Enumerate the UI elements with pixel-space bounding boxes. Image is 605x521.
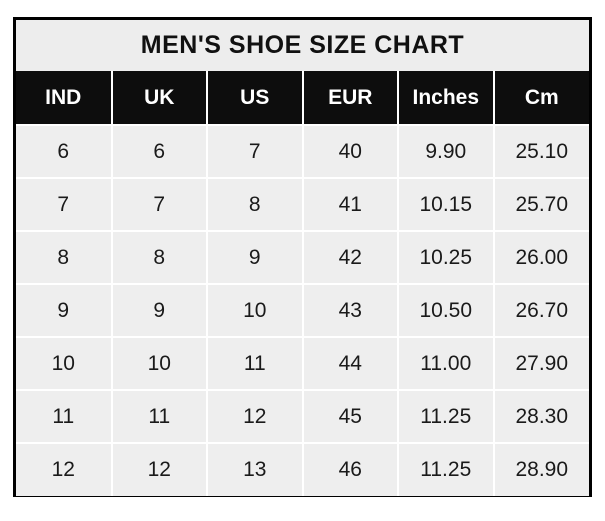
- table-cell-eur: 42: [301, 230, 399, 285]
- table-cell-us: 7: [206, 124, 304, 179]
- table-cell-cm: 26.70: [492, 283, 589, 338]
- column-header-ind: IND: [16, 71, 112, 125]
- table-row: 9 9 10 43 10.50 26.70: [16, 283, 589, 338]
- table-cell-us: 12: [206, 389, 304, 444]
- column-header-us: US: [206, 71, 303, 125]
- table-cell-cm: 25.10: [492, 124, 589, 179]
- table-cell-inches: 11.25: [397, 442, 495, 496]
- table-cell-eur: 43: [301, 283, 399, 338]
- table-cell-inches: 11.00: [397, 336, 495, 391]
- table-cell-uk: 10: [110, 336, 208, 391]
- table-cell-us: 8: [206, 177, 304, 232]
- table-cell-cm: 28.90: [492, 442, 589, 496]
- table-cell-ind: 6: [16, 124, 113, 179]
- table-cell-us: 9: [206, 230, 304, 285]
- header-row: IND UK US EUR Inches Cm: [16, 71, 589, 125]
- table-cell-inches: 10.50: [397, 283, 495, 338]
- table-cell-cm: 28.30: [492, 389, 589, 444]
- table-cell-uk: 8: [110, 230, 208, 285]
- column-header-inches: Inches: [397, 71, 494, 125]
- table-cell-uk: 11: [110, 389, 208, 444]
- table-cell-inches: 11.25: [397, 389, 495, 444]
- table-cell-ind: 10: [16, 336, 113, 391]
- table-cell-cm: 26.00: [492, 230, 589, 285]
- table-cell-ind: 12: [16, 442, 113, 496]
- table-row: 6 6 7 40 9.90 25.10: [16, 124, 589, 179]
- column-header-cm: Cm: [492, 71, 589, 125]
- table-cell-inches: 10.25: [397, 230, 495, 285]
- table-cell-eur: 41: [301, 177, 399, 232]
- table-cell-ind: 7: [16, 177, 113, 232]
- table-row: 8 8 9 42 10.25 26.00: [16, 230, 589, 285]
- table-cell-us: 11: [206, 336, 304, 391]
- column-header-eur: EUR: [301, 71, 398, 125]
- table-row: 7 7 8 41 10.15 25.70: [16, 177, 589, 232]
- table-cell-uk: 9: [110, 283, 208, 338]
- table-cell-cm: 27.90: [492, 336, 589, 391]
- size-table: IND UK US EUR Inches Cm 6 6 7 40 9.90 25.10 7 7 8 41 10…: [16, 71, 589, 496]
- table-cell-ind: 11: [16, 389, 113, 444]
- table-cell-ind: 9: [16, 283, 113, 338]
- table-cell-uk: 6: [110, 124, 208, 179]
- column-header-uk: UK: [110, 71, 207, 125]
- table-cell-uk: 7: [110, 177, 208, 232]
- table-row: 11 11 12 45 11.25 28.30: [16, 389, 589, 444]
- table-cell-eur: 44: [301, 336, 399, 391]
- table-cell-eur: 40: [301, 124, 399, 179]
- table-body: 6 6 7 40 9.90 25.10 7 7 8 41 10.15 25.70 8 8 9 42 10.25 2…: [16, 124, 589, 496]
- table-cell-inches: 9.90: [397, 124, 495, 179]
- shoe-size-chart: MEN'S SHOE SIZE CHART IND UK US EUR Inches Cm…: [13, 17, 592, 497]
- chart-title: MEN'S SHOE SIZE CHART: [16, 20, 589, 71]
- table-cell-ind: 8: [16, 230, 113, 285]
- table-cell-cm: 25.70: [492, 177, 589, 232]
- table-cell-eur: 45: [301, 389, 399, 444]
- table-header: IND UK US EUR Inches Cm: [16, 71, 589, 125]
- table-cell-us: 13: [206, 442, 304, 496]
- table-row: 12 12 13 46 11.25 28.90: [16, 442, 589, 496]
- table-cell-uk: 12: [110, 442, 208, 496]
- table-cell-inches: 10.15: [397, 177, 495, 232]
- table-row: 10 10 11 44 11.00 27.90: [16, 336, 589, 391]
- table-cell-us: 10: [206, 283, 304, 338]
- table-cell-eur: 46: [301, 442, 399, 496]
